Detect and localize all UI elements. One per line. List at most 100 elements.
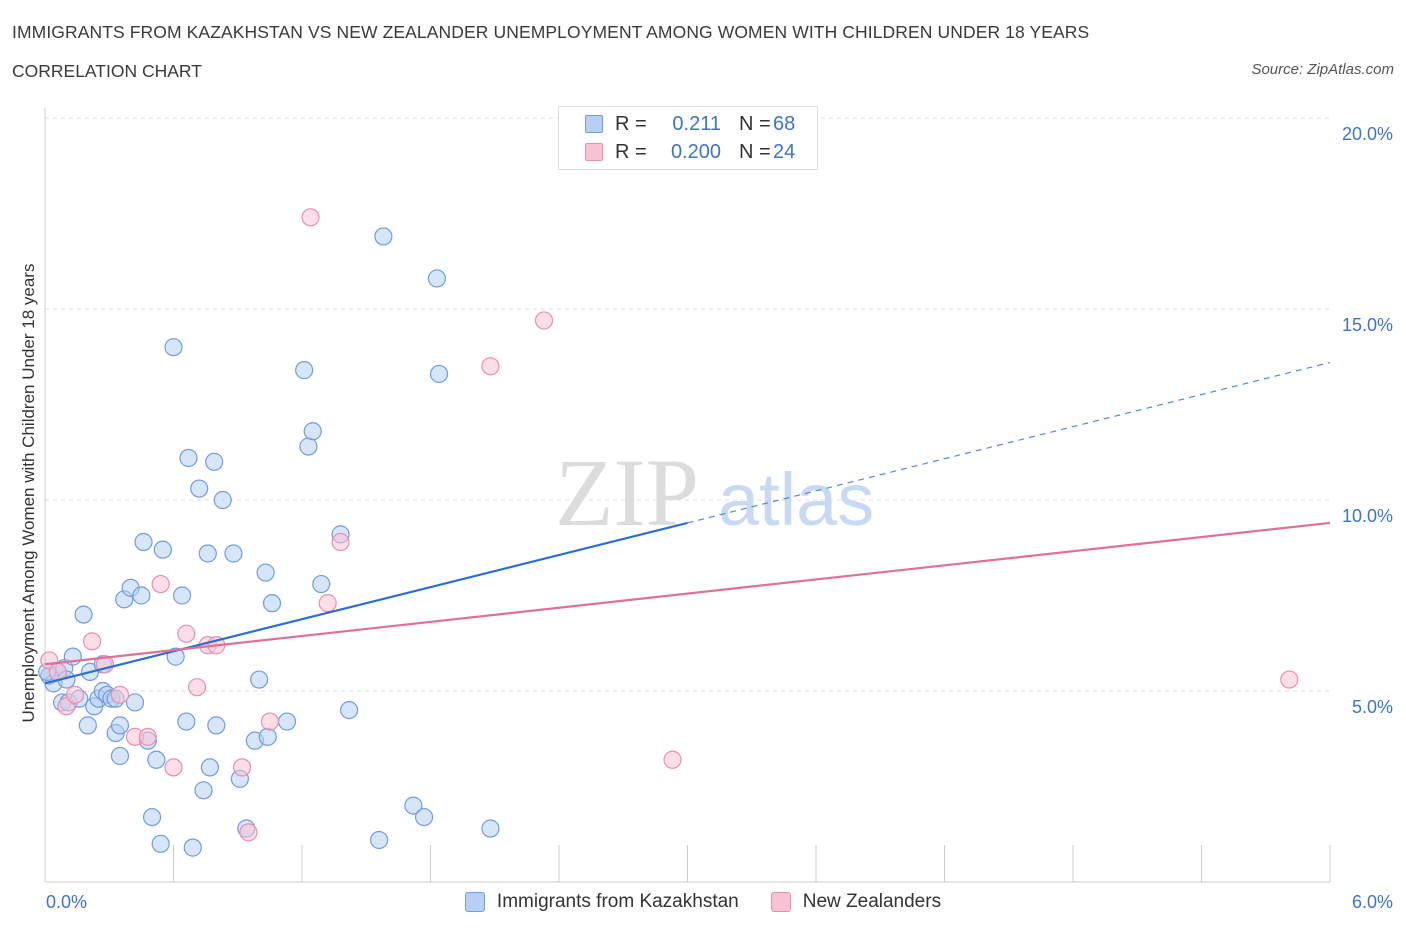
legend-swatch-pink (770, 892, 791, 912)
point-kazakhstan (110, 716, 130, 735)
point-kazakhstan (258, 727, 277, 746)
point-new-zealander (110, 685, 130, 704)
x-tick-label: 6.0% (1352, 892, 1393, 912)
gridlines (45, 117, 1330, 692)
point-kazakhstan (404, 796, 423, 815)
point-kazakhstan (200, 758, 220, 777)
point-kazakhstan (295, 361, 314, 380)
point-kazakhstan (198, 544, 217, 563)
point-kazakhstan (74, 605, 93, 624)
point-kazakhstan (277, 712, 297, 731)
legend-item-new-zealanders[interactable]: New Zealanders (770, 891, 942, 913)
series-legend: Immigrants from Kazakhstan New Zealander… (0, 890, 1406, 914)
point-kazakhstan (134, 532, 153, 552)
point-kazakhstan (205, 452, 224, 471)
point-kazakhstan (370, 830, 389, 850)
point-new-zealander (331, 532, 350, 552)
legend-label: New Zealanders (802, 891, 942, 912)
point-new-zealander (232, 758, 252, 777)
point-new-zealander (301, 208, 320, 227)
point-new-zealander (239, 823, 258, 842)
legend-r-value: 0.211 (672, 112, 721, 135)
point-kazakhstan (312, 574, 331, 594)
legend-r-value: 0.200 (670, 140, 721, 163)
legend-swatch-pink (585, 143, 603, 161)
point-kazakhstan (194, 781, 213, 800)
legend-row-new-zealanders: R = 0.200 N = 24 (585, 139, 795, 165)
trend-lines (44, 361, 1331, 685)
x-tick-label: 0.0% (46, 892, 87, 912)
point-kazakhstan (190, 479, 209, 498)
point-kazakhstan (213, 490, 232, 510)
point-kazakhstan (78, 716, 97, 735)
point-kazakhstan (151, 834, 170, 853)
point-kazakhstan (256, 563, 275, 582)
point-kazakhstan (142, 807, 162, 827)
point-kazakhstan (429, 364, 449, 384)
point-new-zealander (138, 727, 157, 746)
point-new-zealander (663, 750, 682, 769)
legend-n-label: N = (739, 140, 771, 163)
point-kazakhstan (147, 750, 166, 769)
point-kazakhstan (132, 586, 151, 605)
point-kazakhstan (299, 437, 318, 456)
watermark-zip: ZIP (555, 439, 699, 546)
legend-label: Immigrants from Kazakhstan (496, 891, 739, 912)
point-kazakhstan (427, 269, 447, 288)
axes (44, 108, 1331, 883)
trend-line-new-zealanders (44, 521, 1331, 666)
point-kazakhstan (374, 227, 393, 246)
point-new-zealander (164, 758, 183, 777)
point-new-zealander (318, 594, 337, 613)
trend-line-kazakhstan-extension (687, 361, 1331, 524)
point-kazakhstan (110, 746, 130, 766)
trend-line-kazakhstan (44, 521, 688, 685)
legend-r-label: R = (615, 140, 647, 163)
legend-row-kazakhstan: R = 0.211 N = 68 (585, 111, 795, 137)
y-tick-label: 20.0% (1342, 124, 1393, 144)
point-new-zealander (83, 632, 102, 651)
point-kazakhstan (303, 422, 322, 441)
point-kazakhstan (250, 670, 269, 689)
point-kazakhstan (224, 544, 243, 563)
point-kazakhstan (164, 338, 183, 357)
legend-swatch-blue (585, 115, 603, 133)
point-kazakhstan (177, 712, 196, 731)
point-kazakhstan (183, 838, 202, 857)
chart-title: IMMIGRANTS FROM KAZAKHSTAN VS NEW ZEALAN… (12, 22, 1090, 42)
y-tick-label: 10.0% (1342, 506, 1393, 526)
point-new-zealander (534, 311, 554, 330)
y-tick-label: 5.0% (1352, 697, 1393, 717)
point-kazakhstan (414, 807, 434, 827)
y-axis-title: Unemployment Among Women with Children U… (19, 264, 38, 723)
point-new-zealander (177, 624, 196, 643)
point-new-zealander (65, 685, 85, 704)
legend-swatch-blue (464, 892, 485, 912)
chart-subtitle: CORRELATION CHART (12, 61, 202, 81)
axis-labels: 5.0% 10.0% 15.0% 20.0% 0.0% 6.0% Unemployment … (19, 124, 1393, 912)
legend-item-kazakhstan[interactable]: Immigrants from Kazakhstan (464, 891, 739, 913)
point-new-zealander (481, 357, 500, 376)
point-new-zealander (260, 712, 279, 731)
point-kazakhstan (207, 716, 226, 735)
point-kazakhstan (125, 693, 145, 712)
point-kazakhstan (262, 594, 282, 613)
legend-n-label: N = (739, 112, 771, 135)
watermark-atlas: atlas (718, 458, 874, 541)
legend-n-value: 68 (773, 112, 796, 135)
point-kazakhstan (153, 540, 172, 559)
legend-n-value: 24 (773, 140, 796, 163)
watermark: ZIP atlas (555, 439, 874, 546)
y-tick-label: 15.0% (1342, 315, 1393, 335)
point-new-zealander (187, 678, 207, 697)
point-new-zealander (151, 574, 170, 594)
source-label: Source: ZipAtlas.com (1251, 61, 1394, 78)
legend-r-label: R = (615, 112, 647, 135)
point-kazakhstan (172, 586, 192, 605)
point-kazakhstan (179, 448, 198, 468)
point-kazakhstan (481, 819, 500, 838)
point-new-zealander (1280, 670, 1299, 689)
point-kazakhstan (340, 700, 359, 720)
data-points (38, 208, 1299, 857)
